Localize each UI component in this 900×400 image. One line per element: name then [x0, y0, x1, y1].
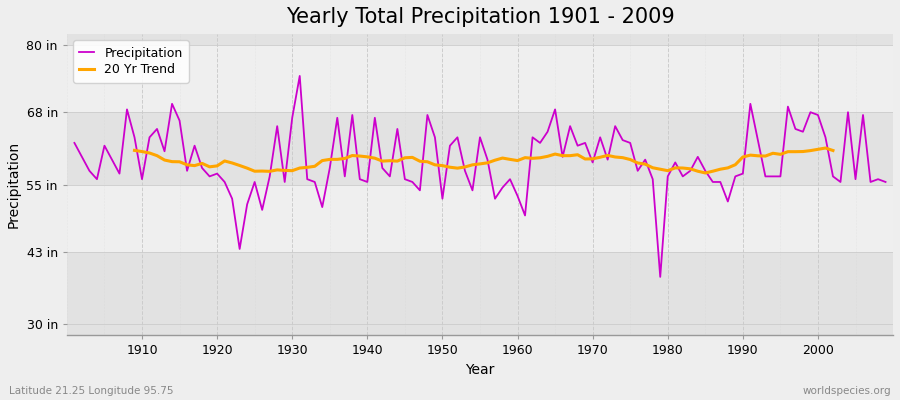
Legend: Precipitation, 20 Yr Trend: Precipitation, 20 Yr Trend [73, 40, 189, 82]
Bar [67, 45, 893, 112]
20 Yr Trend [550, 152, 561, 156]
Bar [67, 112, 893, 185]
Title: Yearly Total Precipitation 1901 - 2009: Yearly Total Precipitation 1901 - 2009 [285, 7, 674, 27]
Precipitation [346, 112, 357, 117]
Precipitation [302, 177, 312, 182]
Text: Latitude 21.25 Longitude 95.75: Latitude 21.25 Longitude 95.75 [9, 386, 174, 396]
20 Yr Trend [400, 155, 410, 160]
20 Yr Trend [700, 170, 711, 175]
20 Yr Trend [310, 164, 320, 169]
20 Yr Trend [249, 169, 260, 174]
Precipitation [69, 140, 80, 145]
Precipitation [512, 194, 523, 198]
Precipitation [880, 180, 891, 184]
Bar [67, 324, 893, 336]
Bar [67, 34, 893, 45]
X-axis label: Year: Year [465, 363, 495, 377]
20 Yr Trend [129, 148, 140, 153]
Y-axis label: Precipitation: Precipitation [7, 141, 21, 228]
Precipitation [519, 213, 530, 218]
Text: worldspecies.org: worldspecies.org [803, 386, 891, 396]
Bar [67, 252, 893, 324]
Precipitation [294, 74, 305, 78]
Precipitation [129, 135, 140, 140]
20 Yr Trend [828, 148, 839, 153]
Precipitation [655, 274, 666, 279]
20 Yr Trend [655, 167, 666, 172]
20 Yr Trend [820, 146, 831, 150]
Bar [67, 185, 893, 252]
Precipitation [610, 124, 621, 128]
Line: 20 Yr Trend: 20 Yr Trend [134, 148, 833, 173]
Line: Precipitation: Precipitation [75, 76, 886, 277]
20 Yr Trend [422, 159, 433, 164]
